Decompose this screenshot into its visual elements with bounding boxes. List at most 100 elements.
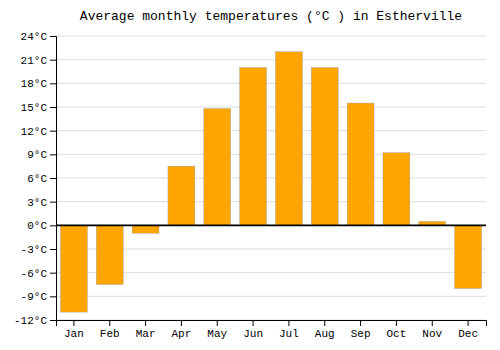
- x-tick-mark: [73, 320, 74, 326]
- y-tick: 6°C: [27, 173, 56, 185]
- x-tick-label: Aug: [315, 328, 335, 340]
- x-tick: Apr: [172, 320, 192, 340]
- x-tick: Jul: [279, 320, 299, 340]
- bar: [132, 225, 159, 233]
- x-tick-label: Feb: [100, 328, 120, 340]
- x-tick-mark: [432, 320, 433, 326]
- plot-area: -12°C -9°C -6°C -3°C 0°C 3°C 6°C 9°C 12°C 15°C 18°…: [14, 31, 487, 340]
- y-tick-mark: [50, 83, 56, 84]
- y-tick-mark: [50, 249, 56, 250]
- y-tick: 15°C: [21, 102, 56, 114]
- y-tick: 9°C: [27, 149, 56, 161]
- x-tick-label: Apr: [172, 328, 192, 340]
- x-tick: Sep: [351, 320, 371, 340]
- x-tick-mark: [360, 320, 361, 326]
- grid-line: [56, 36, 486, 37]
- x-tick-mark: [145, 320, 146, 326]
- bars: [56, 52, 486, 312]
- bar: [347, 103, 374, 225]
- grid-line: [56, 130, 486, 131]
- y-axis: -12°C -9°C -6°C -3°C 0°C 3°C 6°C 9°C 12°C 15°C 18°…: [14, 31, 57, 327]
- x-tick: Feb: [100, 320, 120, 340]
- y-tick-label: -3°C: [21, 244, 48, 256]
- y-tick-label: 24°C: [21, 31, 48, 43]
- x-tick-mark: [468, 320, 469, 326]
- x-tick: Jun: [243, 320, 263, 340]
- y-tick-label: -6°C: [21, 268, 48, 280]
- x-tick-label: Jul: [279, 328, 299, 340]
- y-tick-mark: [50, 225, 56, 226]
- x-tick-mark: [109, 320, 110, 326]
- zero-line: [56, 224, 486, 226]
- y-tick-mark: [50, 60, 56, 61]
- y-tick: -9°C: [21, 291, 56, 303]
- y-tick-label: 15°C: [21, 102, 48, 114]
- y-tick-label: 21°C: [21, 55, 48, 67]
- y-tick-label: 3°C: [27, 197, 47, 209]
- y-tick-label: -9°C: [21, 291, 48, 303]
- grid-line: [56, 225, 486, 226]
- y-tick-mark: [50, 107, 56, 108]
- y-tick: 21°C: [21, 55, 56, 67]
- x-tick: Jan: [64, 320, 84, 340]
- x-tick-mark: [324, 320, 325, 326]
- grid-line: [56, 107, 486, 108]
- bar: [168, 166, 195, 225]
- y-tick: -6°C: [21, 268, 56, 280]
- y-tick: 12°C: [21, 126, 56, 138]
- y-tick-label: -12°C: [14, 315, 47, 327]
- bar: [60, 225, 87, 312]
- bar: [96, 225, 123, 284]
- bar: [455, 225, 482, 288]
- x-tick-label: Jan: [64, 328, 84, 340]
- x-tick-mark: [253, 320, 254, 326]
- x-axis-line: [57, 321, 487, 327]
- x-tick: Dec: [458, 320, 478, 340]
- grid-line: [56, 201, 486, 202]
- bar: [240, 68, 267, 226]
- y-tick-label: 12°C: [21, 126, 48, 138]
- y-tick-mark: [50, 178, 56, 179]
- x-tick-mark: [288, 320, 289, 326]
- x-tick: Nov: [422, 320, 442, 340]
- x-tick-label: Sep: [351, 328, 371, 340]
- grid-line: [56, 296, 486, 297]
- x-tick-label: Dec: [458, 328, 478, 340]
- x-tick: Aug: [315, 320, 335, 340]
- x-tick-label: Jun: [243, 328, 263, 340]
- y-tick: 24°C: [21, 31, 56, 43]
- y-tick-mark: [50, 296, 56, 297]
- y-tick: 0°C: [27, 220, 56, 232]
- x-tick-mark: [396, 320, 397, 326]
- title: Average monthly temperatures (°C ) in Es…: [80, 9, 462, 24]
- bar: [204, 109, 231, 226]
- y-tick-mark: [50, 154, 56, 155]
- x-tick: Mar: [136, 320, 156, 340]
- x-tick-mark: [181, 320, 182, 326]
- y-tick-label: 18°C: [21, 78, 48, 90]
- grid-line: [56, 83, 486, 84]
- grid: [56, 36, 486, 320]
- y-tick-mark: [50, 202, 56, 203]
- y-tick-mark: [50, 320, 56, 321]
- x-tick-label: Oct: [387, 328, 407, 340]
- x-tick-label: Nov: [422, 328, 442, 340]
- bar: [311, 68, 338, 226]
- y-tick-label: 9°C: [27, 149, 47, 161]
- chart: -12°C -9°C -6°C -3°C 0°C 3°C 6°C 9°C 12°C 15°C 18°…: [0, 0, 500, 350]
- x-axis: Jan Feb Mar Apr May Jun Jul Aug Sep Oct Nov Dec: [57, 320, 487, 340]
- y-tick: 3°C: [27, 197, 56, 209]
- y-tick: -3°C: [21, 244, 56, 256]
- y-axis-line: [50, 37, 57, 321]
- bar: [275, 52, 302, 226]
- x-tick: Oct: [387, 320, 407, 340]
- grid-line: [56, 154, 486, 155]
- bar: [383, 153, 410, 226]
- x-tick-label: Mar: [136, 328, 156, 340]
- y-tick-label: 0°C: [27, 220, 47, 232]
- y-tick-mark: [50, 36, 56, 37]
- x-tick-label: May: [207, 328, 227, 340]
- x-tick: May: [207, 320, 227, 340]
- grid-line: [56, 59, 486, 60]
- y-tick: -12°C: [14, 315, 56, 327]
